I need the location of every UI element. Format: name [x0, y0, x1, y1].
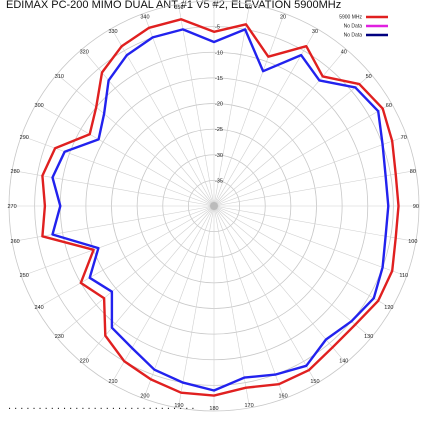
- angle-tick-label: 240: [35, 305, 44, 311]
- angle-tick-label: 280: [11, 169, 20, 175]
- grid-spoke: [36, 103, 215, 207]
- grid-spoke: [36, 205, 215, 309]
- angle-tick-label: 210: [108, 379, 117, 385]
- radial-tick-label: -30: [215, 153, 223, 159]
- legend-label: 5900 MHz: [339, 15, 362, 21]
- angle-tick-label: 100: [408, 239, 417, 245]
- radial-tick-label: -5: [215, 25, 220, 31]
- grid-spoke: [213, 205, 285, 399]
- angle-tick-label: 160: [278, 394, 287, 400]
- angle-tick-label: 30: [312, 29, 318, 35]
- angle-tick-label: 10: [246, 5, 252, 11]
- angle-tick-label: 260: [11, 239, 20, 245]
- grid-spoke: [213, 205, 407, 277]
- angle-tick-label: 110: [399, 273, 408, 279]
- grid-hub: [210, 202, 218, 210]
- polar-grid: [8, 0, 420, 412]
- angle-tick-label: 300: [35, 103, 44, 109]
- angle-tick-label: 270: [7, 204, 16, 210]
- grid-spoke: [213, 205, 317, 384]
- grid-spoke: [12, 205, 215, 242]
- series-group: [41, 18, 400, 397]
- grid-spoke: [213, 103, 392, 207]
- angle-tick-label: 150: [310, 379, 319, 385]
- grid-spoke: [213, 205, 392, 309]
- angle-tick-label: 350: [174, 5, 183, 11]
- grid-spoke: [213, 13, 285, 207]
- grid-spoke: [12, 170, 215, 207]
- radial-tick-label: -10: [215, 50, 223, 56]
- series-line: [51, 28, 390, 392]
- grid-spoke: [213, 28, 317, 207]
- grid-spoke: [81, 205, 215, 364]
- radial-tick-label: -25: [215, 127, 223, 133]
- angle-tick-label: 180: [209, 406, 218, 412]
- chart-title: EDIMAX PC-200 MIMO DUAL ANT #1 V5 #2, EL…: [6, 0, 341, 11]
- radial-tick-label: -35: [215, 178, 223, 184]
- grid-spoke: [213, 73, 372, 207]
- grid-spoke: [21, 135, 215, 207]
- angle-tick-label: 200: [140, 394, 149, 400]
- legend-label: No Data: [344, 33, 363, 39]
- angle-tick-label: 40: [341, 49, 347, 55]
- angle-tick-label: 290: [20, 135, 29, 141]
- angle-tick-label: 230: [55, 334, 64, 340]
- angle-tick-label: 20: [280, 14, 286, 20]
- radial-tick-labels: -5 -10 -15 -20 -25 -30 -35: [215, 25, 223, 185]
- grid-spoke: [213, 4, 250, 207]
- grid-spoke: [178, 4, 215, 207]
- angle-tick-label: 60: [386, 103, 392, 109]
- grid-spoke: [56, 73, 215, 207]
- angular-tick-labels: 0 10 20 30 40 50 60 70 80 90 100 110 120 130 140 150 160…: [7, 2, 419, 412]
- angle-tick-label: 0: [212, 2, 215, 8]
- angle-tick-label: 90: [413, 204, 419, 210]
- grid-spoke: [213, 205, 347, 364]
- grid-spoke: [213, 170, 416, 207]
- angle-tick-label: 50: [366, 74, 372, 80]
- radial-tick-label: -15: [215, 76, 223, 82]
- angle-tick-label: 310: [55, 74, 64, 80]
- grid-spoke: [213, 135, 407, 207]
- angle-tick-label: 190: [174, 403, 183, 409]
- grid-spoke: [178, 205, 215, 408]
- grid-spoke: [111, 28, 215, 207]
- grid-spoke: [56, 205, 215, 339]
- angle-tick-label: 170: [244, 403, 253, 409]
- angle-tick-label: 330: [108, 29, 117, 35]
- legend: 5900 MHz No Data No Data: [339, 15, 388, 39]
- grid-spoke: [111, 205, 215, 384]
- grid-spoke: [143, 13, 215, 207]
- angle-tick-label: 140: [339, 359, 348, 365]
- footer-dots: . . . . . . . . . . . . . . . . . . . . …: [8, 400, 194, 412]
- legend-label: No Data: [344, 24, 363, 30]
- radial-tick-label: -20: [215, 102, 223, 108]
- grid-spoke: [213, 205, 250, 408]
- angle-tick-label: 320: [80, 49, 89, 55]
- grid-spoke: [81, 48, 215, 207]
- grid-spoke: [143, 205, 215, 399]
- grid-spoke: [213, 205, 416, 242]
- grid-spoke: [213, 48, 347, 207]
- angle-tick-label: 80: [410, 169, 416, 175]
- grid-spoke: [213, 205, 372, 339]
- angle-tick-label: 130: [364, 334, 373, 340]
- angle-tick-label: 120: [384, 305, 393, 311]
- angle-tick-label: 250: [20, 273, 29, 279]
- angle-tick-label: 220: [80, 359, 89, 365]
- angle-tick-label: 340: [140, 14, 149, 20]
- angle-tick-label: 70: [401, 135, 407, 141]
- series-line: [41, 18, 400, 397]
- grid-spoke: [21, 205, 215, 277]
